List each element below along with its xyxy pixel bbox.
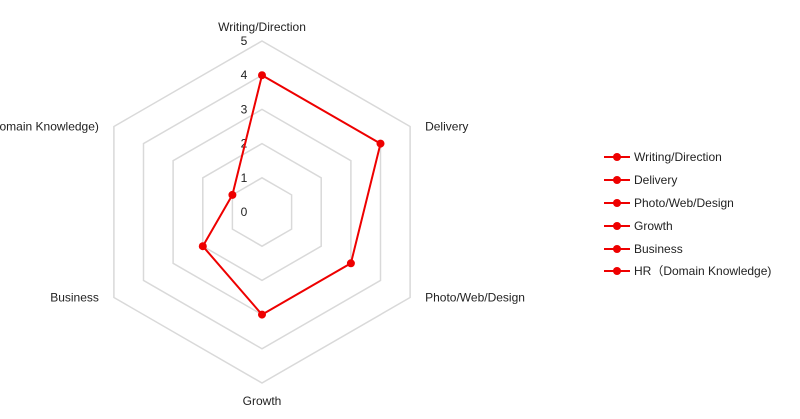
- data-point: [258, 310, 266, 319]
- grid-ring-4: [142, 74, 382, 350]
- data-point: [258, 71, 266, 80]
- axis-label: Photo/Web/Design: [425, 291, 525, 305]
- tick-label: 3: [241, 102, 248, 116]
- grid-ring-5: [113, 40, 411, 384]
- legend-item: Growth: [604, 214, 771, 237]
- axis-label: Writing/Direction: [218, 20, 306, 34]
- legend-label: Business: [634, 241, 683, 256]
- legend-marker-icon: [604, 220, 630, 232]
- legend: Writing/Direction Delivery Photo/Web/Desig…: [604, 146, 771, 283]
- legend-marker-icon: [604, 174, 630, 186]
- tick-label: 4: [241, 68, 248, 82]
- tick-label: 0: [241, 205, 248, 219]
- grid-ring-3: [172, 108, 352, 316]
- legend-item: Photo/Web/Design: [604, 192, 771, 215]
- data-point: [198, 242, 207, 251]
- legend-label: HR（Domain Knowledge): [634, 264, 772, 279]
- legend-label: Photo/Web/Design: [634, 195, 734, 210]
- legend-item: Delivery: [604, 169, 771, 192]
- tick-label: 5: [241, 34, 248, 48]
- legend-label: Growth: [634, 218, 673, 233]
- radar-series: [198, 71, 385, 319]
- grid-ring-2: [202, 142, 322, 282]
- axis-label: Growth: [243, 394, 282, 408]
- data-point: [346, 259, 355, 268]
- legend-label: Writing/Direction: [634, 150, 722, 165]
- data-point: [228, 190, 237, 199]
- legend-item: Writing/Direction: [604, 146, 771, 169]
- axis-label: Delivery: [425, 120, 468, 134]
- axis-label: Business: [50, 291, 99, 305]
- legend-item: Business: [604, 237, 771, 260]
- tick-label: 1: [241, 171, 248, 185]
- legend-item: HR（Domain Knowledge): [604, 260, 771, 283]
- legend-marker-icon: [604, 265, 630, 277]
- legend-label: Delivery: [634, 173, 678, 188]
- legend-marker-icon: [604, 197, 630, 209]
- radar-grid: [113, 40, 411, 384]
- legend-marker-icon: [604, 243, 630, 255]
- axis-label: HR（Domain Knowledge): [0, 120, 99, 134]
- legend-marker-icon: [604, 151, 630, 163]
- data-point: [376, 139, 385, 148]
- radar-axis-labels: Writing/Direction Delivery Photo/Web/Desig…: [0, 20, 525, 408]
